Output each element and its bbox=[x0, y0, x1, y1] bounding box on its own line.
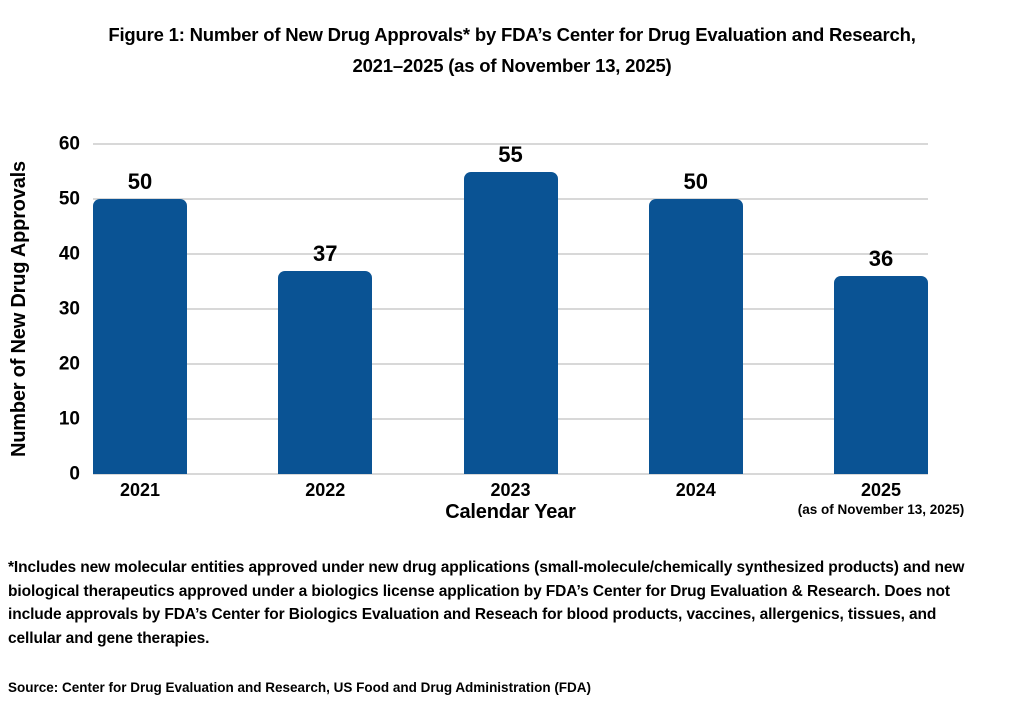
figure-title-line2: 2021–2025 (as of November 13, 2025) bbox=[352, 55, 672, 76]
y-tick-label: 20 bbox=[58, 353, 80, 375]
bar-slot-2023: 55 bbox=[463, 142, 558, 474]
y-tick-label: 10 bbox=[58, 408, 80, 430]
y-tick-label: 0 bbox=[69, 463, 80, 485]
gridline bbox=[93, 143, 928, 145]
x-tick-label: 2024 bbox=[675, 480, 716, 500]
gridline bbox=[93, 473, 928, 475]
x-tick-note: (as of November 13, 2025) bbox=[797, 502, 965, 517]
y-axis-title: Number of New Drug Approvals bbox=[8, 161, 30, 457]
x-tick-slot-2025: 2025 (as of November 13, 2025) bbox=[798, 480, 965, 517]
y-tick-label: 60 bbox=[58, 133, 80, 155]
bar-2022 bbox=[278, 270, 373, 474]
bar-slot-2021: 50 bbox=[93, 144, 187, 474]
x-tick-slot-2021: 2021 bbox=[93, 480, 187, 517]
source-line: Source: Center for Drug Evaluation and R… bbox=[8, 680, 592, 695]
footnote: *Includes new molecular entities approve… bbox=[8, 559, 965, 647]
bar-value-label: 37 bbox=[313, 240, 338, 266]
x-axis-title: Calendar Year bbox=[445, 501, 576, 523]
figure-title: Figure 1: Number of New Drug Approvals* … bbox=[12, 19, 1012, 81]
bar-2021 bbox=[93, 199, 187, 474]
bar-value-label: 36 bbox=[868, 246, 894, 271]
x-tick-label: 2025 bbox=[860, 480, 902, 500]
x-tick-label: 2023 bbox=[490, 480, 531, 500]
plot-area: 50 37 55 50 36 bbox=[93, 142, 928, 475]
bar-2025 bbox=[834, 276, 928, 474]
figure-title-line1: Figure 1: Number of New Drug Approvals* … bbox=[108, 24, 916, 45]
bar-slot-2025: 36 bbox=[834, 144, 928, 474]
x-axis-ticks: 2021 2022 2023 2024 2025 (as of November 13, … bbox=[93, 480, 965, 517]
bar-value-label: 50 bbox=[127, 169, 153, 194]
x-tick-label: 2022 bbox=[305, 480, 346, 500]
x-tick-slot-2022: 2022 bbox=[278, 480, 372, 517]
bar-2023 bbox=[463, 171, 558, 474]
bar-2024 bbox=[648, 199, 743, 474]
y-axis-ticks: 0 10 20 30 40 50 60 bbox=[30, 135, 84, 484]
bar-slot-2024: 50 bbox=[648, 144, 743, 474]
bar-value-label: 55 bbox=[498, 141, 523, 167]
y-tick-label: 50 bbox=[58, 188, 80, 210]
x-tick-label: 2021 bbox=[119, 480, 161, 500]
bars-row: 50 37 55 50 36 bbox=[93, 142, 928, 474]
y-tick-label: 30 bbox=[58, 298, 80, 320]
bar-slot-2022: 37 bbox=[278, 144, 373, 474]
x-tick-slot-2024: 2024 bbox=[649, 480, 743, 517]
x-tick-slot-2023: 2023 bbox=[464, 480, 558, 517]
bar-value-label: 50 bbox=[683, 169, 708, 194]
y-tick-label: 40 bbox=[58, 243, 80, 265]
